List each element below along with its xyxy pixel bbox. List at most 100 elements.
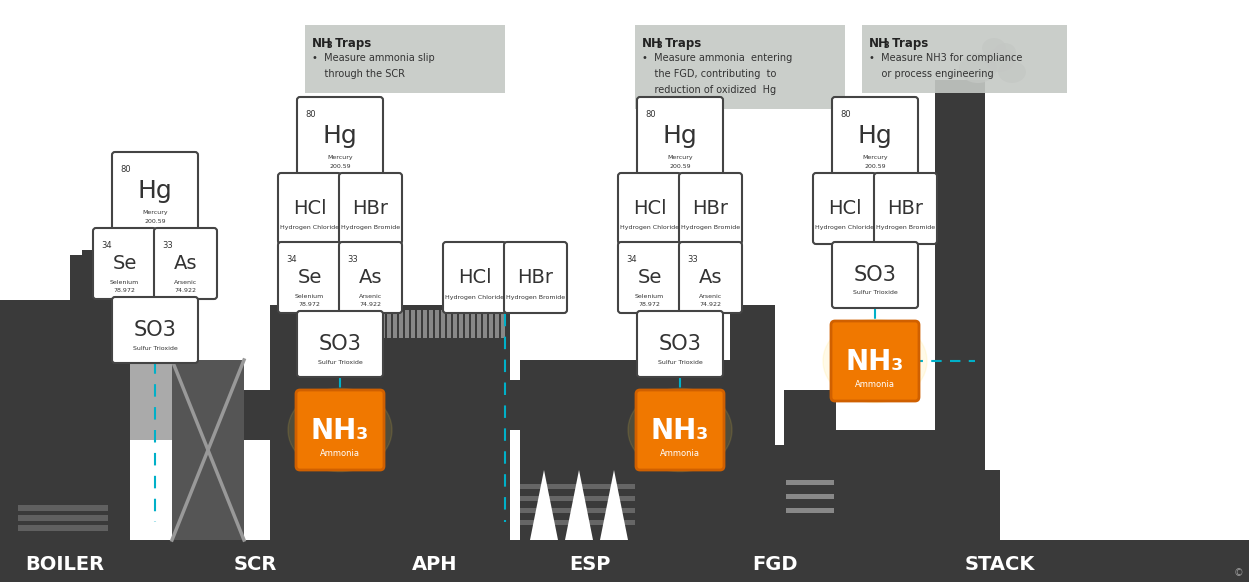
Text: through the SCR: through the SCR xyxy=(312,69,405,79)
Ellipse shape xyxy=(654,410,704,450)
Text: HBr: HBr xyxy=(692,199,728,218)
Text: the FGD, contributing  to: the FGD, contributing to xyxy=(642,69,777,79)
Bar xyxy=(729,305,774,363)
Text: 3: 3 xyxy=(656,41,662,50)
FancyBboxPatch shape xyxy=(279,173,341,244)
Text: SO3: SO3 xyxy=(318,334,361,354)
Bar xyxy=(483,310,487,338)
Bar xyxy=(447,310,451,338)
Text: 78.972: 78.972 xyxy=(299,302,321,307)
Bar xyxy=(836,430,936,540)
FancyBboxPatch shape xyxy=(112,152,199,230)
Text: SO3: SO3 xyxy=(853,265,897,285)
Bar xyxy=(453,310,457,338)
Bar xyxy=(411,310,415,338)
Text: HCl: HCl xyxy=(633,199,666,218)
Text: Traps: Traps xyxy=(888,37,928,50)
FancyBboxPatch shape xyxy=(305,25,505,93)
Bar xyxy=(70,255,115,305)
Bar xyxy=(510,380,525,430)
Bar xyxy=(500,380,522,394)
Text: 200.59: 200.59 xyxy=(144,219,166,223)
Text: Ammonia: Ammonia xyxy=(856,379,896,389)
Bar xyxy=(17,505,107,511)
Bar xyxy=(936,80,985,540)
Bar xyxy=(17,525,107,531)
Text: Hg: Hg xyxy=(322,124,357,148)
Text: Hydrogen Bromide: Hydrogen Bromide xyxy=(341,225,400,230)
Text: Selenium: Selenium xyxy=(295,294,325,300)
Text: Arsenic: Arsenic xyxy=(699,294,722,300)
Text: •  Measure ammonia slip: • Measure ammonia slip xyxy=(312,53,435,63)
Text: Hydrogen Chloride: Hydrogen Chloride xyxy=(445,294,505,300)
Text: Selenium: Selenium xyxy=(634,294,664,300)
Text: As: As xyxy=(358,268,382,287)
Bar xyxy=(477,310,481,338)
Bar xyxy=(435,310,438,338)
FancyBboxPatch shape xyxy=(92,228,156,299)
FancyBboxPatch shape xyxy=(338,173,402,244)
Text: 200.59: 200.59 xyxy=(864,164,886,169)
Text: Hydrogen Chloride: Hydrogen Chloride xyxy=(620,225,679,230)
Bar xyxy=(17,515,107,521)
Text: 80: 80 xyxy=(644,110,656,119)
Text: reduction of oxidized  Hg: reduction of oxidized Hg xyxy=(642,85,776,95)
Text: HCl: HCl xyxy=(828,199,862,218)
Ellipse shape xyxy=(642,400,718,460)
Text: •  Measure ammonia  entering: • Measure ammonia entering xyxy=(642,53,792,63)
Text: 33: 33 xyxy=(347,255,357,264)
Text: 80: 80 xyxy=(305,110,316,119)
Text: FGD: FGD xyxy=(752,555,798,574)
Ellipse shape xyxy=(315,410,365,450)
Text: 74.922: 74.922 xyxy=(699,302,722,307)
Bar xyxy=(520,520,634,525)
Bar xyxy=(441,310,445,338)
Bar xyxy=(490,310,493,338)
Text: SCR: SCR xyxy=(234,555,277,574)
Text: NH₃: NH₃ xyxy=(651,417,709,445)
Ellipse shape xyxy=(302,400,378,460)
Bar xyxy=(405,310,408,338)
FancyBboxPatch shape xyxy=(637,311,723,377)
FancyBboxPatch shape xyxy=(637,97,723,175)
Bar xyxy=(82,250,110,262)
Ellipse shape xyxy=(851,341,901,381)
Text: 200.59: 200.59 xyxy=(669,164,691,169)
Bar xyxy=(387,310,391,338)
Text: Sulfur Trioxide: Sulfur Trioxide xyxy=(317,360,362,364)
Text: 34: 34 xyxy=(101,241,111,250)
Text: As: As xyxy=(174,254,197,273)
Text: Ammonia: Ammonia xyxy=(320,449,360,457)
FancyBboxPatch shape xyxy=(279,242,341,313)
Text: HBr: HBr xyxy=(517,268,553,287)
Ellipse shape xyxy=(959,53,997,83)
Text: ESP: ESP xyxy=(570,555,611,574)
Text: •  Measure NH3 for compliance: • Measure NH3 for compliance xyxy=(869,53,1023,63)
Bar xyxy=(921,470,1000,540)
Text: 80: 80 xyxy=(120,165,131,174)
Bar xyxy=(520,496,634,501)
FancyBboxPatch shape xyxy=(154,228,217,299)
Text: 3: 3 xyxy=(883,41,889,50)
Bar xyxy=(423,310,427,338)
FancyBboxPatch shape xyxy=(813,173,876,244)
Text: SO3: SO3 xyxy=(658,334,702,354)
Text: Hg: Hg xyxy=(137,179,172,203)
Bar xyxy=(398,310,403,338)
Text: STACK: STACK xyxy=(964,555,1035,574)
Text: NH: NH xyxy=(869,37,889,50)
Text: Mercury: Mercury xyxy=(862,155,888,160)
FancyBboxPatch shape xyxy=(443,242,506,313)
Text: 3: 3 xyxy=(326,41,332,50)
Bar xyxy=(784,390,836,540)
FancyBboxPatch shape xyxy=(679,173,742,244)
Bar xyxy=(501,310,505,338)
Text: Se: Se xyxy=(297,268,322,287)
Text: 80: 80 xyxy=(841,110,851,119)
Text: HBr: HBr xyxy=(888,199,923,218)
Text: 34: 34 xyxy=(626,255,637,264)
Bar xyxy=(520,360,634,540)
Ellipse shape xyxy=(823,320,927,403)
FancyBboxPatch shape xyxy=(618,242,681,313)
Bar xyxy=(244,390,274,440)
